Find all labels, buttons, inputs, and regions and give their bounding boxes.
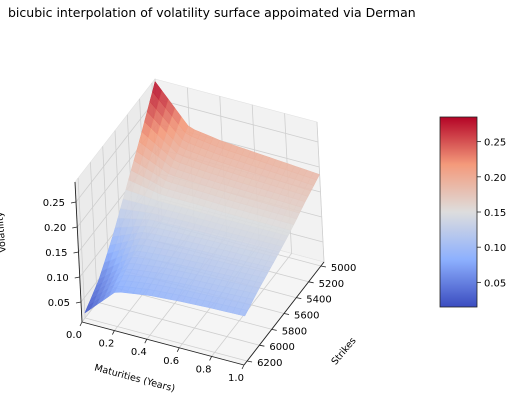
- y-tick-label: 6000: [269, 342, 294, 353]
- y-tick-label: 5600: [294, 311, 319, 322]
- x-tick: [176, 347, 180, 352]
- grid-line-x: [211, 113, 293, 357]
- x-tick-label: 0.8: [196, 364, 212, 375]
- z-tick-label: 0.05: [48, 298, 70, 309]
- surface: [84, 80, 320, 317]
- y-tick-label: 5000: [331, 263, 356, 274]
- y-tick-label: 6200: [257, 358, 282, 369]
- grid-line-y: [77, 177, 248, 362]
- x-tick-label: 0.0: [66, 330, 82, 341]
- x-tick-label: 1.0: [228, 373, 244, 384]
- z-tick-label: 0.10: [46, 273, 68, 284]
- chart-title: bicubic interpolation of volatility surf…: [8, 5, 416, 20]
- colorbar-bar: [439, 116, 478, 308]
- z-tick: [73, 251, 79, 254]
- x-axis-label: Maturities (Years): [93, 363, 176, 395]
- y-axis-label: Strikes: [330, 335, 359, 367]
- x-axis-line: [81, 321, 245, 366]
- z-tick: [70, 201, 77, 204]
- y-tick-label: 5200: [319, 279, 344, 290]
- y-tick-label: 5400: [306, 295, 331, 306]
- y-tick: [320, 265, 327, 268]
- x-tick-label: 0.4: [131, 347, 147, 358]
- y-tick: [259, 344, 265, 347]
- x-tick: [209, 356, 212, 361]
- y-tick: [283, 313, 290, 315]
- y-tick: [246, 360, 253, 363]
- colorbar-tick-label: 0.05: [484, 278, 506, 289]
- z-tick-label: 0.25: [43, 198, 65, 209]
- x-tick: [144, 339, 148, 344]
- x-tick: [79, 321, 83, 327]
- colorbar-tick-label: 0.20: [484, 173, 506, 184]
- tick-labels: 0.0 0.2 0.4 0.6 0.8 1.0 5000 5200 5400 5600 5800 60…: [43, 198, 357, 384]
- z-tick: [75, 301, 82, 304]
- z-tick-label: 0.15: [45, 248, 67, 259]
- x-tick: [241, 364, 245, 370]
- z-tick: [72, 226, 78, 229]
- x-tick-label: 0.2: [98, 339, 114, 350]
- z-tick: [74, 276, 80, 279]
- z-tick-label: 0.20: [44, 223, 66, 234]
- colorbar-tick-label: 0.10: [484, 243, 506, 254]
- colorbar: 0.05 0.10 0.15 0.20 0.25: [439, 116, 506, 308]
- colorbar-tick-label: 0.15: [484, 208, 506, 219]
- y-tick-label: 5800: [282, 326, 307, 337]
- x-tick-label: 0.6: [163, 356, 179, 367]
- colorbar-tick-label: 0.25: [484, 138, 506, 149]
- z-axis-label: Volatility: [0, 211, 9, 253]
- y-tick: [296, 297, 302, 300]
- y-tick: [308, 281, 314, 284]
- surface-patch: [310, 172, 320, 181]
- y-tick: [271, 328, 277, 331]
- x-tick: [112, 330, 115, 335]
